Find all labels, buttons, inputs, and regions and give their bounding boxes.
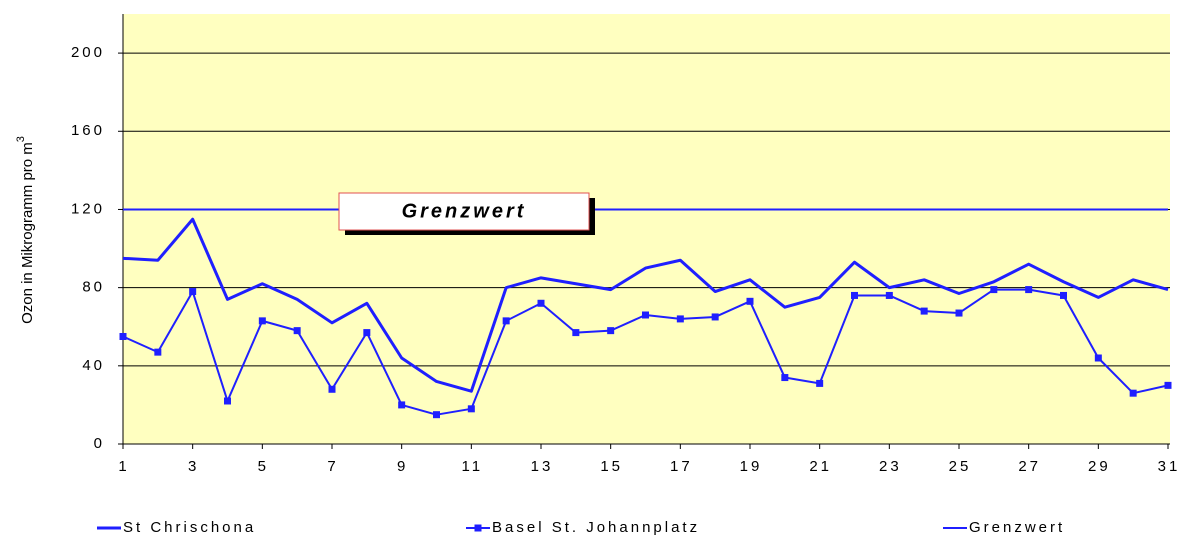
point-marker	[467, 405, 475, 413]
annotation: Grenzwert	[402, 200, 527, 222]
point-marker	[607, 327, 615, 335]
x-tick-label: 29	[1088, 458, 1111, 475]
legend-label: St Chrischona	[123, 519, 256, 536]
y-tick-label: 120	[71, 200, 105, 217]
point-marker	[885, 291, 893, 299]
x-tick-label: 19	[740, 458, 763, 475]
point-marker	[1164, 381, 1172, 389]
point-marker	[920, 307, 928, 315]
point-marker	[189, 288, 197, 296]
point-marker	[642, 311, 649, 319]
point-marker	[1129, 389, 1137, 397]
point-marker	[1094, 354, 1102, 362]
legend-label: Basel St. Johannplatz	[492, 519, 700, 536]
point-marker	[711, 313, 719, 321]
point-marker	[955, 309, 963, 317]
legend-marker	[474, 524, 482, 532]
point-marker	[363, 329, 371, 337]
point-marker	[781, 374, 789, 382]
series-line	[122, 217, 1169, 393]
plot-area	[123, 14, 1170, 444]
x-tick-label: 9	[397, 458, 408, 475]
x-tick-label: 21	[809, 458, 832, 475]
point-marker	[119, 333, 127, 340]
y-tick-label: 200	[71, 44, 105, 61]
point-marker	[1060, 291, 1067, 299]
y-tick-label: 0	[94, 435, 105, 452]
x-tick-label: 31	[1158, 458, 1181, 475]
annotation-box	[338, 192, 590, 231]
point-marker	[224, 397, 231, 405]
y-axis-label-sup: 3	[15, 136, 27, 142]
point-marker	[258, 317, 266, 325]
point-marker	[990, 286, 998, 294]
point-marker	[816, 379, 824, 387]
point-marker	[398, 401, 406, 409]
x-tick-label: 17	[670, 458, 693, 475]
x-tick-label: 3	[188, 458, 199, 475]
point-marker	[1025, 286, 1033, 294]
x-tick-label: 1	[118, 458, 129, 475]
y-tick-label: 160	[71, 122, 105, 139]
x-tick-label: 23	[879, 458, 902, 475]
x-tick-label: 11	[462, 458, 484, 475]
y-axis-label: Ozon in Mikrogramm pro m3	[15, 136, 36, 324]
point-marker	[293, 327, 301, 335]
point-marker	[746, 297, 754, 305]
x-tick-label: 25	[949, 458, 972, 475]
y-tick-label: 80	[82, 279, 105, 296]
x-tick-label: 5	[258, 458, 269, 475]
point-marker	[851, 291, 858, 299]
x-tick-label: 7	[327, 458, 338, 475]
point-marker	[572, 329, 580, 337]
point-marker	[433, 411, 440, 419]
point-marker	[328, 385, 336, 393]
x-tick-label: 15	[600, 458, 623, 475]
x-tick-label: 13	[531, 458, 554, 475]
y-tick-label: 40	[82, 357, 105, 374]
point-marker	[676, 315, 684, 323]
x-tick-label: 27	[1018, 458, 1041, 475]
point-marker	[537, 299, 545, 307]
point-marker	[502, 317, 510, 325]
legend-label: Grenzwert	[969, 519, 1065, 536]
y-axis-label-text: Ozon in Mikrogramm pro m	[19, 142, 36, 324]
point-marker	[154, 348, 162, 356]
